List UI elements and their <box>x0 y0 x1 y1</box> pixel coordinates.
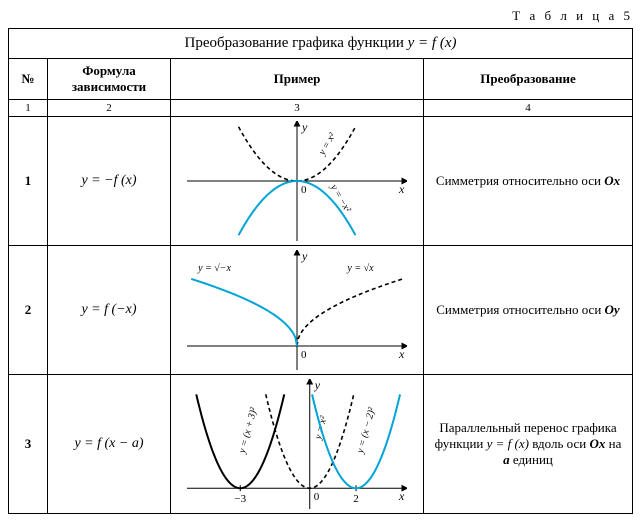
svg-text:0: 0 <box>301 349 307 361</box>
row-number: 3 <box>9 375 48 514</box>
row-formula: y = f (x − a) <box>48 375 171 514</box>
svg-text:y = √−x: y = √−x <box>197 263 231 274</box>
svg-text:x: x <box>398 182 405 196</box>
svg-text:−3: −3 <box>234 493 246 505</box>
row-example: x y 0 y = √x y = √−x <box>171 246 424 375</box>
row-transform: Параллельный перенос графика функции y =… <box>424 375 633 514</box>
row-formula: y = −f (x) <box>48 117 171 246</box>
row-formula: y = f (−x) <box>48 246 171 375</box>
svg-text:y: y <box>301 250 308 263</box>
svg-text:y: y <box>314 379 321 392</box>
colnum-1: 1 <box>9 100 48 117</box>
row-number: 2 <box>9 246 48 375</box>
colnum-3: 3 <box>171 100 424 117</box>
header-formula: Формула зависимости <box>48 59 171 100</box>
header-example: Пример <box>171 59 424 100</box>
row-number: 1 <box>9 117 48 246</box>
header-num: № <box>9 59 48 100</box>
svg-text:y = (x + 3)²: y = (x + 3)² <box>237 405 260 455</box>
colnum-2: 2 <box>48 100 171 117</box>
svg-text:x: x <box>398 347 405 361</box>
svg-text:y: y <box>301 121 308 134</box>
table-caption: Т а б л и ц а 5 <box>8 8 633 24</box>
row-transform: Симметрия относительно оси Oy <box>424 246 633 375</box>
transform-table: Преобразование графика функции y = f (x)… <box>8 28 633 514</box>
header-transform: Преобразование <box>424 59 633 100</box>
svg-text:0: 0 <box>314 491 320 503</box>
svg-text:y = x²: y = x² <box>316 130 338 158</box>
svg-text:2: 2 <box>353 493 359 505</box>
svg-text:0: 0 <box>301 184 307 196</box>
svg-text:x: x <box>398 489 405 503</box>
row-example: xy0y = x²y = −x² <box>171 117 424 246</box>
table-title: Преобразование графика функции y = f (x) <box>9 29 633 59</box>
colnum-4: 4 <box>424 100 633 117</box>
svg-text:y = √x: y = √x <box>346 263 374 274</box>
row-example: xy0−32y = x²y = (x + 3)²y = (x − 2)² <box>171 375 424 514</box>
svg-text:y = (x − 2)²: y = (x − 2)² <box>355 405 378 455</box>
row-transform: Симметрия относительно оси Ox <box>424 117 633 246</box>
